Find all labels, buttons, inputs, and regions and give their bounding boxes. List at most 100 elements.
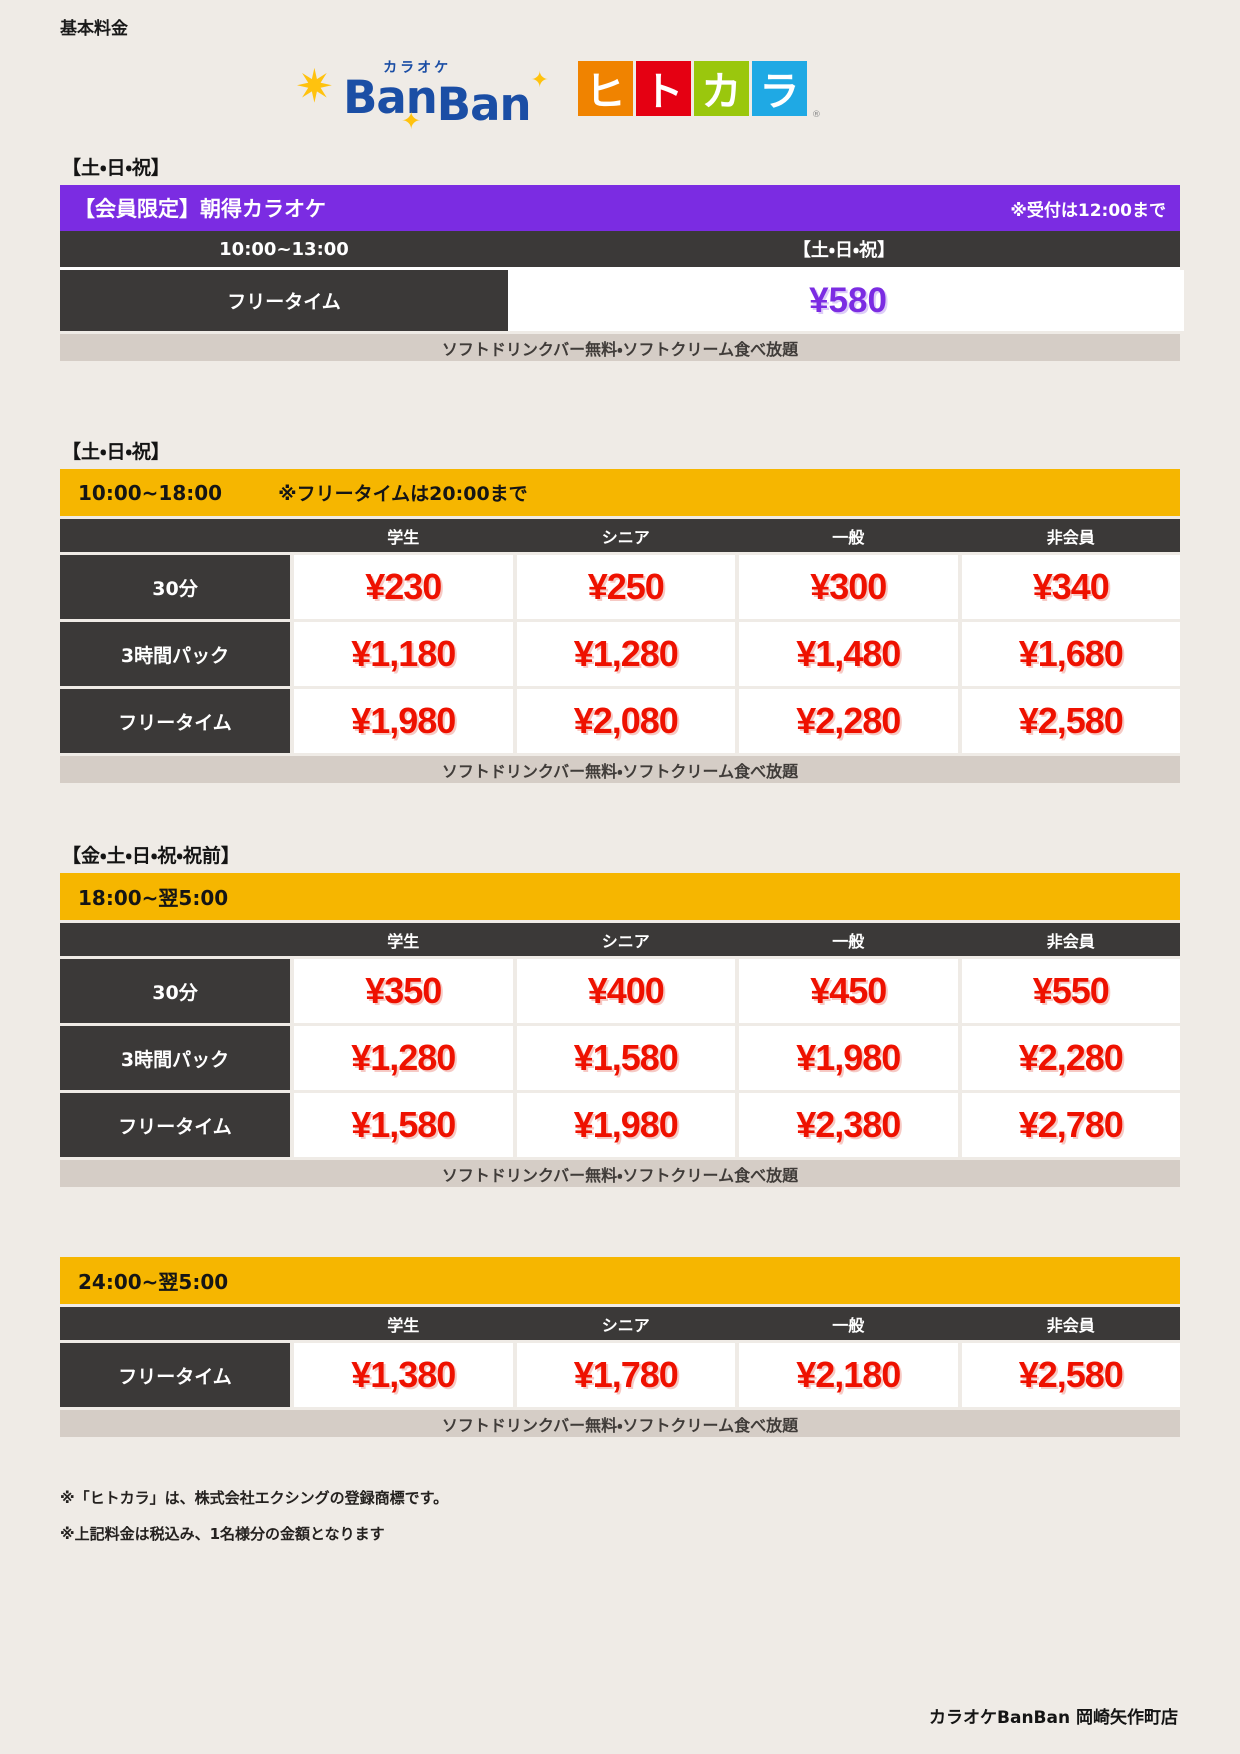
- price-poster: 基本料金 ✷ ✦ カラオケ BanBan✦ ヒ ト カ ラ ® 【土・日・祝】 …: [0, 19, 1184, 1543]
- price-value: ¥400: [516, 959, 735, 1023]
- table-header-row: 学生 シニア 一般 非会員: [60, 1307, 1180, 1340]
- section-day-label: 【土・日・祝】: [62, 441, 170, 463]
- hitokara-block-ka: カ: [693, 60, 749, 116]
- star-icon: ✦: [401, 107, 422, 136]
- price-value: ¥2,280: [961, 1026, 1180, 1090]
- price-value: ¥350: [294, 959, 513, 1023]
- plan-label: フリータイム: [60, 270, 508, 331]
- price-value: ¥340: [961, 555, 1180, 619]
- plan-label: 3時間パック: [60, 622, 290, 686]
- column-header: 学生: [387, 527, 420, 547]
- table-row: 30分 ¥350 ¥400 ¥450 ¥550: [60, 959, 1180, 1023]
- section-night: 【金・土・日・祝・祝前】 18:00~翌5:00 学生 シニア 一般 非会員 3…: [60, 841, 1180, 1187]
- price-value: ¥1,280: [294, 1026, 513, 1090]
- column-header: シニア: [601, 1315, 650, 1335]
- hitokara-logo: ヒ ト カ ラ ®: [577, 60, 821, 120]
- table-header-row: 学生 シニア 一般 非会員: [60, 923, 1180, 956]
- service-strip: ソフトドリンクバー無料・ソフトクリーム食べ放題: [60, 1410, 1180, 1437]
- price-value: ¥1,380: [294, 1343, 513, 1407]
- column-header: シニア: [601, 527, 650, 547]
- section-day-label: 【金・土・日・祝・祝前】: [62, 845, 240, 867]
- column-header: 非会員: [1046, 1315, 1095, 1335]
- section-daytime: 【土・日・祝】 10:00~18:00 ※フリータイムは20:00まで 学生 シ…: [60, 437, 1180, 783]
- time-header: 18:00~翌5:00: [60, 873, 1180, 920]
- sparkle-icon: ✦: [530, 67, 548, 93]
- column-header: 学生: [387, 931, 420, 951]
- service-strip: ソフトドリンクバー無料・ソフトクリーム食べ放題: [60, 334, 1180, 361]
- plan-label: 30分: [60, 555, 290, 619]
- footnote-tax: ※上記料金は税込み、1名様分の金額となります: [60, 1525, 385, 1543]
- hitokara-block-ra: ラ: [751, 60, 807, 116]
- price-value: ¥1,280: [516, 622, 735, 686]
- morning-banner: 【会員限定】朝得カラオケ ※受付は12:00まで: [60, 185, 1180, 231]
- plan-label: フリータイム: [60, 1343, 290, 1407]
- service-strip: ソフトドリンクバー無料・ソフトクリーム食べ放題: [60, 756, 1180, 783]
- store-name: カラオケBanBan 岡崎矢作町店: [929, 1708, 1178, 1728]
- table-row: フリータイム ¥1,980 ¥2,080 ¥2,280 ¥2,580: [60, 689, 1180, 753]
- banban-logo-text-1: Ban: [343, 70, 438, 124]
- hitokara-block-to: ト: [635, 60, 691, 116]
- table-header-row: 学生 シニア 一般 非会員: [60, 519, 1180, 552]
- time-range: 18:00~翌5:00: [78, 886, 229, 910]
- price-value: ¥1,980: [516, 1093, 735, 1157]
- price-value: ¥2,080: [516, 689, 735, 753]
- footnote-trademark: ※「ヒトカラ」は、株式会社エクシングの登録商標です。: [60, 1489, 449, 1507]
- price-value: ¥550: [961, 959, 1180, 1023]
- morning-price-row: フリータイム ¥580: [60, 267, 1184, 331]
- price-value: ¥1,580: [516, 1026, 735, 1090]
- table-row: 3時間パック ¥1,280 ¥1,580 ¥1,980 ¥2,280: [60, 1026, 1180, 1090]
- price-value: ¥2,280: [739, 689, 958, 753]
- star-burst-icon: ✷: [295, 58, 334, 113]
- service-strip: ソフトドリンクバー無料・ソフトクリーム食べ放題: [60, 1160, 1180, 1187]
- section-day-label: 【土・日・祝】: [62, 157, 170, 179]
- table-row: フリータイム ¥1,580 ¥1,980 ¥2,380 ¥2,780: [60, 1093, 1180, 1157]
- plan-label: 3時間パック: [60, 1026, 290, 1090]
- time-range: 24:00~翌5:00: [78, 1270, 229, 1294]
- time-header: 24:00~翌5:00: [60, 1257, 1180, 1304]
- logo-row: ✷ ✦ カラオケ BanBan✦ ヒ ト カ ラ ®: [0, 49, 1120, 134]
- column-header: 非会員: [1046, 931, 1095, 951]
- price-value: ¥1,980: [739, 1026, 958, 1090]
- price-value: ¥250: [516, 555, 735, 619]
- price-value: ¥2,780: [961, 1093, 1180, 1157]
- table-row: フリータイム ¥1,380 ¥1,780 ¥2,180 ¥2,580: [60, 1343, 1180, 1407]
- page-title: 基本料金: [60, 19, 128, 39]
- price-value: ¥580: [512, 270, 1184, 331]
- hitokara-block-hi: ヒ: [577, 60, 633, 116]
- plan-label: 30分: [60, 959, 290, 1023]
- column-header: 非会員: [1046, 527, 1095, 547]
- column-header: 一般: [832, 1315, 865, 1335]
- plan-label: フリータイム: [60, 689, 290, 753]
- morning-time: 10:00~13:00: [219, 238, 349, 260]
- time-note: ※フリータイムは20:00まで: [278, 483, 528, 505]
- morning-time-bar: 10:00~13:00 【土・日・祝】: [60, 231, 1180, 267]
- price-value: ¥1,180: [294, 622, 513, 686]
- section-late-night: 24:00~翌5:00 学生 シニア 一般 非会員 フリータイム ¥1,380 …: [60, 1257, 1180, 1437]
- price-value: ¥1,680: [961, 622, 1180, 686]
- price-value: ¥1,780: [516, 1343, 735, 1407]
- banban-logo: ✷ ✦ カラオケ BanBan✦: [295, 57, 549, 134]
- price-value: ¥1,980: [294, 689, 513, 753]
- price-value: ¥2,180: [739, 1343, 958, 1407]
- morning-time-day: 【土・日・祝】: [792, 240, 896, 261]
- section-morning: 【土・日・祝】 【会員限定】朝得カラオケ ※受付は12:00まで 10:00~1…: [60, 153, 1184, 361]
- table-row: 30分 ¥230 ¥250 ¥300 ¥340: [60, 555, 1180, 619]
- banban-logo-text: BanBan✦: [343, 69, 549, 126]
- time-range: 10:00~18:00: [78, 480, 223, 505]
- plan-label: フリータイム: [60, 1093, 290, 1157]
- table-row: 3時間パック ¥1,180 ¥1,280 ¥1,480 ¥1,680: [60, 622, 1180, 686]
- time-header: 10:00~18:00 ※フリータイムは20:00まで: [60, 469, 1180, 516]
- banban-logo-text-2: Ban: [436, 77, 532, 131]
- column-header: 一般: [832, 527, 865, 547]
- registered-mark: ®: [811, 109, 821, 120]
- morning-banner-note: ※受付は12:00まで: [1010, 200, 1166, 221]
- price-value: ¥300: [739, 555, 958, 619]
- column-header: 学生: [387, 1315, 420, 1335]
- price-value: ¥2,580: [961, 1343, 1180, 1407]
- price-value: ¥230: [294, 555, 513, 619]
- morning-banner-title: 【会員限定】朝得カラオケ: [74, 197, 326, 221]
- column-header: 一般: [832, 931, 865, 951]
- price-value: ¥2,380: [739, 1093, 958, 1157]
- price-value: ¥2,580: [961, 689, 1180, 753]
- column-header: シニア: [601, 931, 650, 951]
